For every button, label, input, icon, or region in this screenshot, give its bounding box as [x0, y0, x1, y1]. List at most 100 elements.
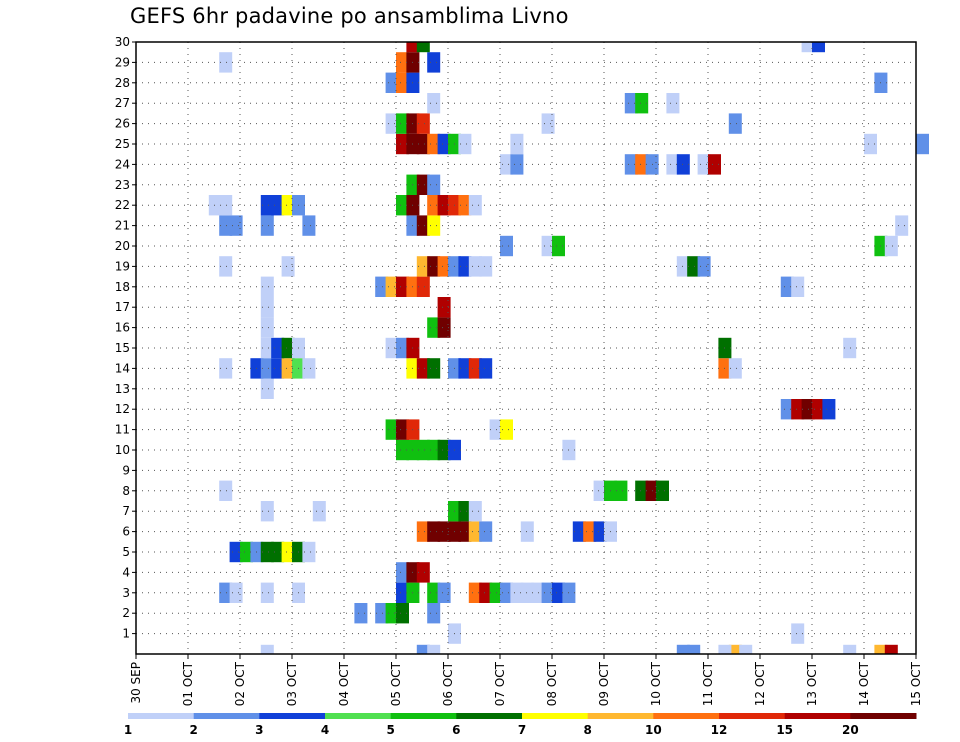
heatmap-cell [260, 276, 274, 297]
heatmap-cell [396, 562, 409, 583]
heatmap-cell [427, 52, 441, 73]
legend-swatch [390, 713, 457, 719]
y-tick-label: 22 [115, 198, 130, 212]
y-tick-label: 8 [122, 484, 130, 498]
heatmap-cell [260, 317, 274, 338]
heatmap-cell [416, 439, 430, 461]
heatmap-cell [718, 644, 732, 654]
heatmap-cell [479, 521, 493, 542]
heatmap-cell [281, 256, 295, 277]
y-tick-label: 27 [115, 96, 130, 110]
heatmap-cell [396, 72, 409, 93]
heatmap-cell [468, 521, 482, 542]
heatmap-cell [281, 337, 295, 359]
heatmap-cell [427, 215, 441, 236]
heatmap-cell [219, 195, 233, 216]
heatmap-cell [500, 419, 513, 440]
heatmap-cell [437, 133, 451, 155]
heatmap-cell [458, 501, 472, 522]
heatmap-cell [780, 276, 794, 297]
heatmap-cell [697, 154, 711, 175]
y-tick-label: 15 [115, 341, 130, 355]
heatmap-cell [396, 419, 409, 440]
heatmap-cell [791, 399, 805, 420]
heatmap-cell [427, 582, 441, 603]
heatmap-cell [281, 195, 295, 216]
heatmap-cell [510, 154, 524, 175]
y-tick-label: 6 [122, 525, 130, 539]
heatmap-cell [416, 256, 430, 277]
heatmap-cell [666, 154, 680, 175]
heatmap-cell [385, 337, 399, 359]
heatmap-cell [385, 72, 399, 93]
heatmap-cell [666, 93, 680, 114]
heatmap-cell [822, 399, 836, 420]
heatmap-cell [240, 541, 253, 563]
y-tick-label: 29 [115, 55, 130, 69]
heatmap-cell [427, 521, 441, 542]
heatmap-cell [416, 276, 430, 297]
y-tick-label: 10 [115, 443, 130, 457]
heatmap-cell [427, 133, 441, 155]
heatmap-cell [801, 42, 815, 53]
legend-label: 2 [189, 723, 197, 737]
heatmap-cell [437, 317, 451, 338]
heatmap-cell [416, 133, 430, 155]
heatmap-cell [416, 644, 430, 654]
heatmap-cell [458, 358, 472, 379]
heatmap-cell [593, 521, 607, 542]
legend-label: 10 [645, 723, 662, 737]
heatmap-cell [624, 154, 638, 175]
heatmap-cell [780, 399, 794, 420]
heatmap-cell [396, 603, 409, 624]
y-tick-label: 13 [115, 382, 130, 396]
legend-swatch [193, 713, 260, 719]
x-tick-label: 07 OCT [493, 661, 507, 706]
heatmap-cell [219, 256, 233, 277]
heatmap-cell [895, 215, 909, 236]
y-tick-label: 24 [115, 157, 130, 171]
y-tick-label: 12 [115, 402, 130, 416]
heatmap-cell [572, 521, 586, 542]
heatmap-cell [458, 195, 472, 216]
heatmap-cell [385, 276, 399, 297]
heatmap-cell [437, 582, 451, 603]
heatmap-cell [427, 317, 441, 338]
x-tick-label: 13 OCT [805, 661, 819, 706]
heatmap-cell [427, 256, 441, 277]
heatmap-cell [396, 439, 409, 461]
y-tick-label: 1 [122, 627, 130, 641]
heatmap-cell [458, 133, 472, 155]
y-tick-label: 17 [115, 300, 130, 314]
heatmap-cell [479, 358, 493, 379]
heatmap-cell [229, 541, 243, 563]
heatmap-cell [396, 582, 409, 603]
heatmap-cell [396, 113, 409, 134]
y-tick-label: 2 [122, 606, 130, 620]
legend-label: 4 [321, 723, 329, 737]
heatmap-cell [676, 154, 690, 175]
y-tick-label: 19 [115, 259, 130, 273]
heatmap-cell [260, 337, 274, 359]
heatmap-cell [468, 501, 482, 522]
legend-label: 3 [255, 723, 263, 737]
heatmap-cell [416, 113, 430, 134]
heatmap-cell [271, 195, 285, 216]
legend-label: 7 [518, 723, 526, 737]
heatmap-cell [260, 358, 274, 379]
y-tick-label: 20 [115, 239, 130, 253]
x-tick-label: 01 OCT [181, 661, 195, 706]
y-tick-label: 25 [115, 137, 130, 151]
heatmap-cell [728, 358, 742, 379]
y-tick-label: 30 [115, 35, 130, 49]
heatmap-cell [302, 358, 316, 379]
heatmap-cell [396, 133, 409, 155]
heatmap-cell [302, 541, 316, 563]
heatmap-cell [427, 439, 441, 461]
heatmap-cell [541, 235, 555, 257]
heatmap-cell [812, 399, 825, 420]
heatmap-cell [635, 93, 649, 114]
heatmap-cell [260, 378, 274, 399]
y-tick-label: 14 [115, 361, 130, 375]
x-tick-label: 14 OCT [857, 661, 871, 706]
